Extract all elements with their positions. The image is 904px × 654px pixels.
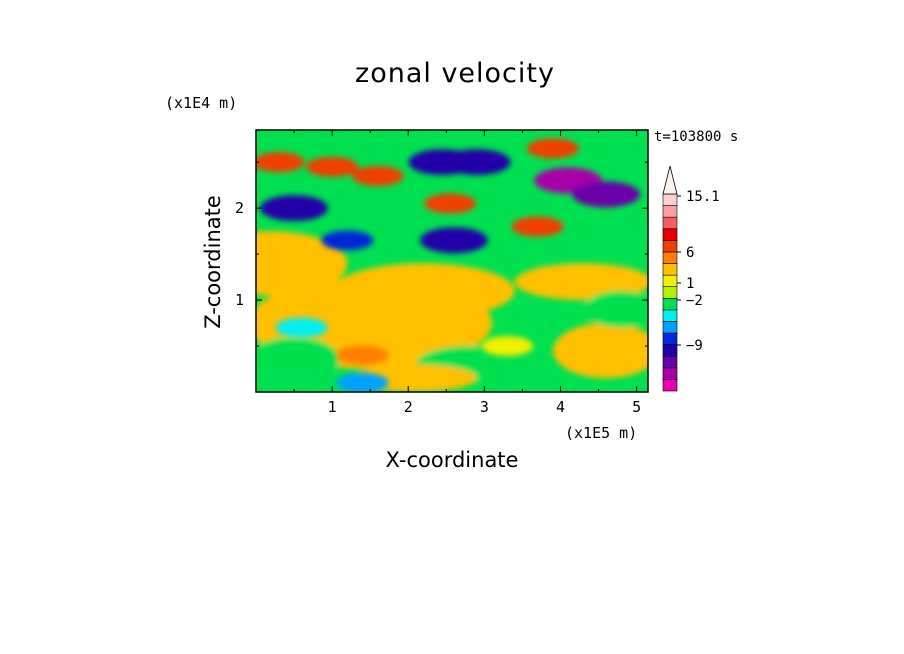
field-feature: [275, 317, 328, 338]
plot-frame: [255, 129, 649, 393]
field-feature: [306, 156, 359, 177]
plot-area: [256, 130, 648, 392]
x-unit-label: (x1E5 m): [565, 424, 638, 442]
field-feature: [424, 193, 477, 214]
axes: 1 2 3 4 5 1 2: [235, 130, 648, 416]
field-band: [552, 323, 648, 379]
colorbar-label: −9: [686, 338, 703, 354]
field-feature: [321, 230, 374, 251]
colorbar-label: −2: [686, 293, 703, 309]
field-band: [514, 263, 648, 301]
colorbar-swatch: [662, 274, 678, 288]
colorbar-swatch: [662, 205, 678, 218]
colorbar-extend-arrow: [662, 165, 678, 195]
x-tick-label: 5: [632, 398, 641, 416]
field-feature: [260, 195, 329, 222]
colorbar-swatch: [662, 286, 678, 299]
field-feature: [351, 165, 404, 186]
y-unit-label: (x1E4 m): [165, 94, 238, 112]
field-feature: [481, 336, 534, 357]
field-band: [583, 290, 648, 328]
colorbar-swatch: [662, 263, 678, 276]
field-feature: [572, 181, 641, 208]
colorbar-swatch: [662, 332, 678, 345]
colorbar-swatch: [662, 309, 678, 322]
colorbar-swatch: [662, 297, 678, 311]
chart-title: zonal velocity: [355, 58, 555, 89]
field-band: [256, 231, 348, 296]
field-feature: [336, 372, 389, 392]
time-label: t=103800 s: [654, 129, 739, 145]
colorbar-swatch: [662, 216, 678, 230]
field-feature: [442, 149, 511, 176]
colorbar-swatch: [662, 355, 678, 369]
x-tick-label: 4: [556, 398, 565, 416]
x-tick-label: 2: [404, 398, 413, 416]
colorbar-swatch: [662, 240, 678, 253]
colorbar-swatch: [662, 321, 678, 334]
field-band: [256, 336, 340, 383]
x-tick-label: 3: [480, 398, 489, 416]
colorbar-swatch: [662, 251, 678, 264]
colorbar-label: 1: [686, 276, 694, 292]
x-axis-label: X-coordinate: [385, 448, 519, 472]
y-tick-label: 1: [235, 291, 244, 309]
colorbar-swatch: [662, 344, 678, 357]
x-tick-label: 1: [328, 398, 337, 416]
field-feature: [336, 345, 389, 366]
colorbar-swatch: [662, 379, 678, 392]
colorbar-label: 15.1: [686, 189, 720, 205]
field-band: [256, 130, 416, 151]
colorbar-swatch: [662, 193, 678, 206]
field-feature: [256, 152, 305, 173]
colorbar-swatch: [662, 367, 678, 380]
field-feature: [511, 216, 564, 237]
y-tick-label: 2: [235, 199, 244, 217]
colorbar-label: 6: [686, 245, 694, 261]
field-feature: [526, 138, 579, 159]
colorbar-swatch: [662, 228, 678, 241]
field-feature: [419, 227, 488, 254]
colorbar: 15.1 6 1−2 −9: [662, 165, 720, 392]
